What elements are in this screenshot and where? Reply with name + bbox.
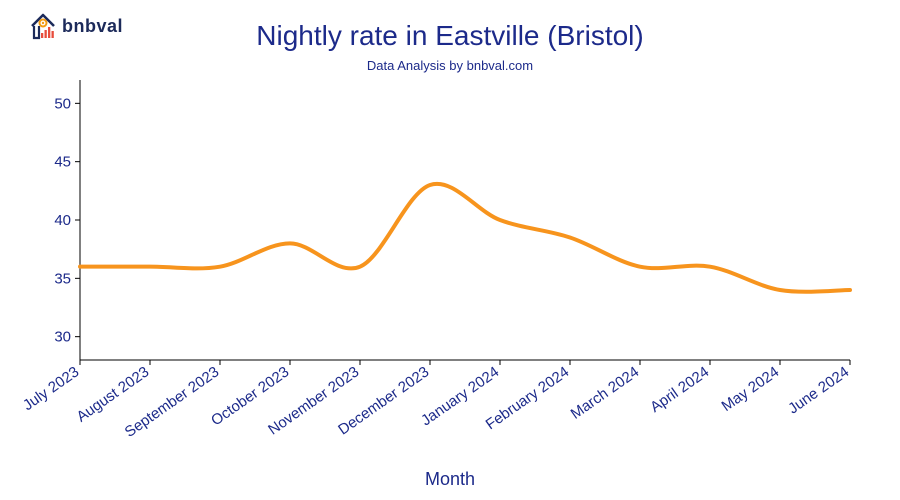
y-tick-label: 30 bbox=[54, 329, 71, 346]
y-tick-label: 50 bbox=[54, 95, 71, 112]
x-tick-label: May 2024 bbox=[719, 363, 783, 415]
x-tick-label: June 2024 bbox=[785, 363, 852, 417]
data-line bbox=[80, 184, 850, 292]
y-tick-label: 40 bbox=[54, 212, 71, 229]
x-tick-label: March 2024 bbox=[568, 363, 643, 422]
y-tick-label: 45 bbox=[54, 154, 71, 171]
line-chart: 3035404550 July 2023August 2023September… bbox=[0, 0, 900, 500]
x-tick-label: July 2023 bbox=[20, 363, 82, 414]
x-tick-label: April 2024 bbox=[647, 363, 712, 416]
y-tick-label: 35 bbox=[54, 270, 71, 287]
